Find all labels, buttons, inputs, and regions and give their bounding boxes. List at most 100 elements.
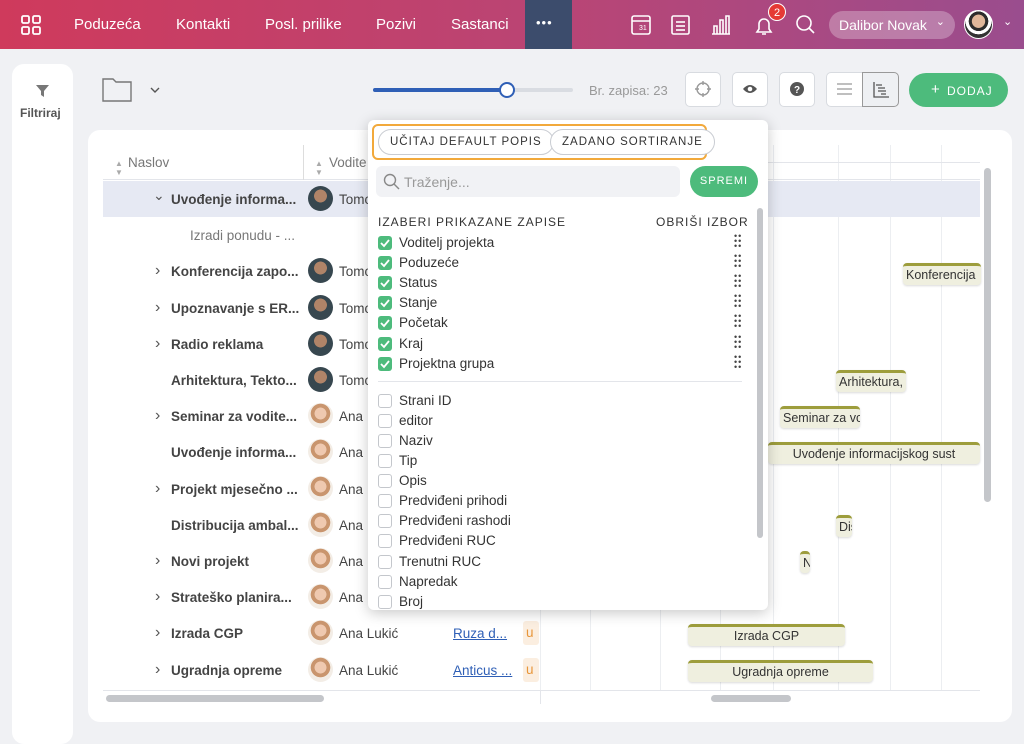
add-button[interactable]: + DODAJ (909, 73, 1008, 107)
expand-caret[interactable]: › (155, 479, 161, 497)
row-title[interactable]: Distribucija ambal... (171, 517, 299, 533)
drag-handle[interactable]: •• •• •• (734, 291, 743, 312)
table-row[interactable]: › Novi projekt Ana (103, 543, 980, 579)
checkbox[interactable] (378, 276, 392, 291)
table-row[interactable]: Arhitektura, Tekto... Tomo (103, 362, 980, 398)
gantt-bar[interactable]: Ugradnja opreme (688, 660, 873, 682)
checkbox[interactable] (378, 594, 392, 609)
avatar-caret[interactable]: ⌄ (1003, 16, 1013, 28)
picker-item[interactable]: Tip (378, 452, 744, 472)
picker-item[interactable]: Predviđeni RUC (378, 532, 744, 552)
expand-caret[interactable]: › (155, 262, 161, 280)
picker-item[interactable]: Predviđeni prihodi (378, 492, 744, 512)
picker-item[interactable]: Predviđeni rashodi (378, 512, 744, 532)
user-menu[interactable]: Dalibor Novak ⌄ (829, 11, 955, 39)
table-row[interactable]: › Upoznavanje s ER... Tomo (103, 290, 980, 326)
more-tab[interactable] (525, 0, 572, 49)
table-row[interactable]: › Strateško planira... Ana (103, 579, 980, 615)
row-title[interactable]: Arhitektura, Tekto... (171, 373, 297, 388)
checkbox[interactable] (378, 494, 392, 509)
picker-item[interactable]: Naziv (378, 432, 744, 452)
checkbox[interactable] (378, 256, 392, 271)
filter-label[interactable]: Filtriraj (20, 106, 61, 120)
table-row[interactable]: Uvođenje informa... Ana (103, 434, 980, 470)
row-title[interactable]: Izradi ponudu - ... (190, 228, 296, 244)
view-button[interactable] (732, 72, 768, 107)
table-row[interactable]: › Radio reklama Tomo (103, 326, 980, 362)
gantt-bar[interactable]: N (800, 551, 810, 573)
checkbox[interactable] (378, 413, 392, 428)
table-row[interactable]: › Projekt mjesečno ... Ana (103, 471, 980, 507)
expand-caret[interactable]: › (155, 552, 161, 569)
row-title[interactable]: Uvođenje informa... (171, 192, 297, 207)
checkbox[interactable] (378, 514, 392, 529)
checkbox[interactable] (378, 574, 392, 589)
checkbox[interactable] (378, 336, 392, 351)
expand-caret[interactable]: › (155, 407, 161, 425)
row-title[interactable]: Novi projekt (171, 554, 250, 569)
picker-item[interactable]: •• •• •• Kraj (378, 332, 744, 355)
filter-icon[interactable] (35, 84, 50, 98)
picker-item[interactable]: •• •• •• Stanje (378, 291, 744, 314)
checkbox[interactable] (378, 454, 392, 468)
nav-item[interactable]: Pozivi (376, 16, 417, 33)
drag-handle[interactable]: •• •• •• (734, 271, 743, 292)
nav-item[interactable]: Posl. prilike (265, 16, 342, 33)
row-title[interactable]: Radio reklama (171, 336, 264, 352)
row-title[interactable]: Upoznavanje s ER... (171, 300, 300, 316)
checkbox[interactable] (378, 236, 392, 250)
nav-item[interactable]: Kontakti (176, 16, 231, 33)
expand-caret[interactable]: › (155, 588, 161, 606)
table-row[interactable]: › Ugradnja opreme Ana Lukić Anticus ... u (103, 652, 980, 688)
table-row[interactable]: Izradi ponudu - ... (103, 217, 980, 253)
folder-select[interactable] (100, 74, 170, 104)
gantt-bar[interactable]: Arhitektura, (836, 370, 906, 392)
nav-item[interactable]: Sastanci (451, 16, 509, 33)
table-row[interactable]: Distribucija ambal... Ana (103, 507, 980, 543)
user-avatar[interactable] (964, 10, 993, 39)
checkbox[interactable] (378, 393, 392, 408)
picker-item[interactable]: •• •• •• Početak (378, 311, 744, 334)
row-title[interactable]: Konferencija zapo... (171, 264, 299, 280)
picker-item[interactable]: •• •• •• Poduzeće (378, 251, 744, 274)
expand-caret[interactable]: › (155, 624, 161, 642)
nav-item[interactable]: Poduzeća (74, 16, 141, 33)
picker-item[interactable]: Broj (378, 593, 744, 610)
clear-button[interactable]: OBRIŠI IZBOR (656, 215, 749, 229)
company-link[interactable]: Ruza d... (453, 626, 508, 642)
checkbox[interactable] (378, 433, 392, 448)
picker-item[interactable]: Trenutni RUC (378, 553, 744, 573)
default-sort-button[interactable]: ZADANO SORTIRANJE (550, 129, 715, 155)
list-view-button[interactable] (826, 72, 863, 107)
expand-caret[interactable]: › (155, 660, 161, 678)
drag-handle[interactable]: •• •• •• (734, 251, 743, 272)
zoom-slider[interactable] (370, 80, 580, 100)
picker-item[interactable]: editor (378, 412, 744, 432)
drag-handle[interactable]: •• •• •• (734, 311, 743, 332)
picker-item[interactable]: •• •• •• Status (378, 271, 744, 294)
row-title[interactable]: Projekt mjesečno ... (171, 481, 298, 497)
help-button[interactable]: ? (779, 72, 815, 107)
crosshair-button[interactable] (685, 72, 721, 107)
expand-caret[interactable]: › (155, 298, 161, 316)
picker-item[interactable]: •• •• •• Projektna grupa (378, 351, 744, 375)
column-manager[interactable]: Vodite (329, 155, 367, 170)
table-row[interactable]: › Seminar za vodite... Ana (103, 398, 980, 434)
checkbox[interactable] (378, 474, 392, 489)
gantt-bar[interactable]: Konferencija (903, 263, 981, 285)
checkbox[interactable] (378, 356, 392, 371)
checkbox[interactable] (378, 296, 392, 311)
expand-caret[interactable]: › (155, 334, 161, 352)
picker-item[interactable]: Napredak (378, 573, 744, 593)
column-title[interactable]: Naslov (128, 155, 170, 170)
expand-caret[interactable]: ⌄ (153, 187, 165, 203)
load-default-button[interactable]: UČITAJ DEFAULT POPIS (378, 129, 554, 155)
gantt-bar[interactable]: Izrada CGP (688, 624, 845, 646)
checkbox[interactable] (378, 554, 392, 569)
search-input[interactable]: Traženje... (376, 166, 680, 197)
row-title[interactable]: Uvođenje informa... (171, 445, 297, 461)
gantt-view-button[interactable] (862, 72, 899, 107)
more-label[interactable]: ••• (536, 15, 553, 30)
table-row[interactable]: › Izrada CGP Ana Lukić Ruza d... u (103, 615, 980, 651)
drag-handle[interactable]: •• •• •• (734, 351, 743, 372)
